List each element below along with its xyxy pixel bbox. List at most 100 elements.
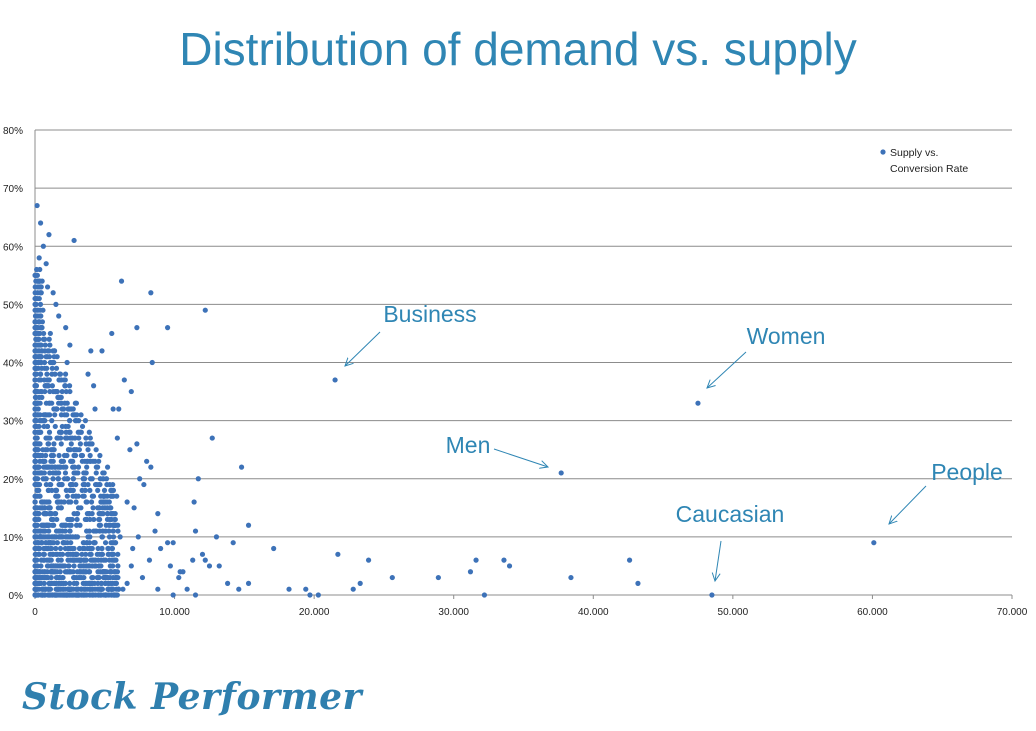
- data-point: [32, 569, 38, 575]
- data-point: [97, 516, 103, 523]
- data-point: [236, 586, 242, 592]
- data-point: [37, 354, 43, 360]
- data-point: [74, 586, 80, 592]
- data-point: [91, 516, 97, 523]
- data-point: [137, 476, 143, 482]
- data-point: [76, 574, 82, 581]
- x-tick-label: 10.000: [159, 607, 190, 618]
- data-point: [60, 522, 66, 528]
- data-point: [34, 359, 40, 366]
- data-point: [58, 441, 64, 447]
- annotation-arrow: [493, 448, 548, 467]
- data-point: [106, 499, 112, 505]
- data-point: [36, 441, 42, 447]
- data-point: [202, 307, 208, 313]
- data-point: [230, 540, 236, 546]
- data-point: [51, 580, 57, 586]
- data-point: [58, 429, 64, 435]
- data-point: [170, 540, 176, 546]
- data-point: [33, 301, 39, 307]
- data-point: [206, 563, 213, 569]
- data-point: [62, 412, 68, 418]
- data-point: [155, 586, 161, 592]
- data-point: [41, 557, 47, 563]
- data-point: [61, 499, 67, 505]
- data-point: [51, 441, 57, 447]
- data-point: [36, 394, 42, 400]
- data-point: [84, 464, 90, 470]
- data-point: [106, 534, 113, 540]
- data-point: [42, 418, 48, 424]
- data-point: [87, 435, 93, 441]
- data-point: [92, 458, 98, 464]
- data-point: [104, 574, 110, 581]
- data-point: [107, 516, 113, 523]
- data-point: [109, 551, 115, 557]
- data-point: [75, 464, 82, 470]
- data-point: [74, 511, 80, 517]
- data-point: [47, 470, 53, 476]
- data-point: [36, 319, 42, 325]
- data-point: [40, 307, 46, 313]
- data-point: [57, 586, 63, 592]
- data-point: [102, 493, 108, 499]
- data-point: [41, 336, 48, 342]
- data-point: [357, 580, 363, 586]
- data-point: [84, 511, 90, 517]
- data-point: [74, 516, 80, 523]
- data-point: [65, 447, 72, 453]
- data-point: [41, 569, 47, 575]
- data-point: [62, 528, 68, 534]
- data-point: [148, 464, 154, 470]
- data-point: [117, 534, 123, 540]
- data-point: [34, 202, 40, 209]
- data-point: [40, 243, 46, 249]
- data-point: [61, 452, 68, 459]
- data-point: [86, 540, 93, 546]
- data-point: [99, 580, 105, 586]
- data-point: [32, 499, 38, 505]
- grid-lines: [35, 129, 1012, 538]
- data-point: [46, 511, 53, 517]
- data-point: [39, 499, 46, 505]
- data-point: [82, 418, 89, 424]
- data-point: [74, 534, 81, 540]
- data-point: [155, 511, 161, 517]
- data-point: [102, 569, 108, 575]
- data-point: [501, 557, 507, 563]
- y-tick-label: 30%: [3, 417, 23, 428]
- data-point: [41, 522, 47, 528]
- data-point: [32, 516, 38, 523]
- data-point: [95, 557, 101, 563]
- data-point: [57, 464, 64, 470]
- data-point: [78, 452, 84, 459]
- data-point: [88, 499, 95, 505]
- data-point: [96, 522, 102, 528]
- data-point: [79, 423, 86, 430]
- data-point: [238, 464, 245, 470]
- data-point: [75, 505, 82, 511]
- data-point: [96, 511, 102, 517]
- data-point: [34, 412, 41, 418]
- data-point: [47, 330, 53, 337]
- data-point: [32, 330, 39, 337]
- x-tick-label: 50.000: [718, 607, 749, 618]
- data-point: [32, 493, 38, 499]
- annotation-arrow: [707, 351, 747, 388]
- data-point: [95, 464, 101, 470]
- data-point: [435, 574, 441, 581]
- data-point: [38, 418, 44, 424]
- data-point: [32, 371, 39, 377]
- data-point: [99, 545, 105, 552]
- data-point: [111, 569, 118, 575]
- data-point: [45, 441, 51, 447]
- data-point: [107, 481, 113, 488]
- data-point: [87, 476, 94, 482]
- annotation-arrow: [345, 331, 381, 366]
- data-point: [44, 371, 50, 377]
- data-point: [56, 313, 62, 319]
- data-point: [62, 371, 69, 377]
- data-point: [86, 580, 92, 586]
- data-point: [70, 476, 76, 482]
- data-point: [62, 377, 68, 383]
